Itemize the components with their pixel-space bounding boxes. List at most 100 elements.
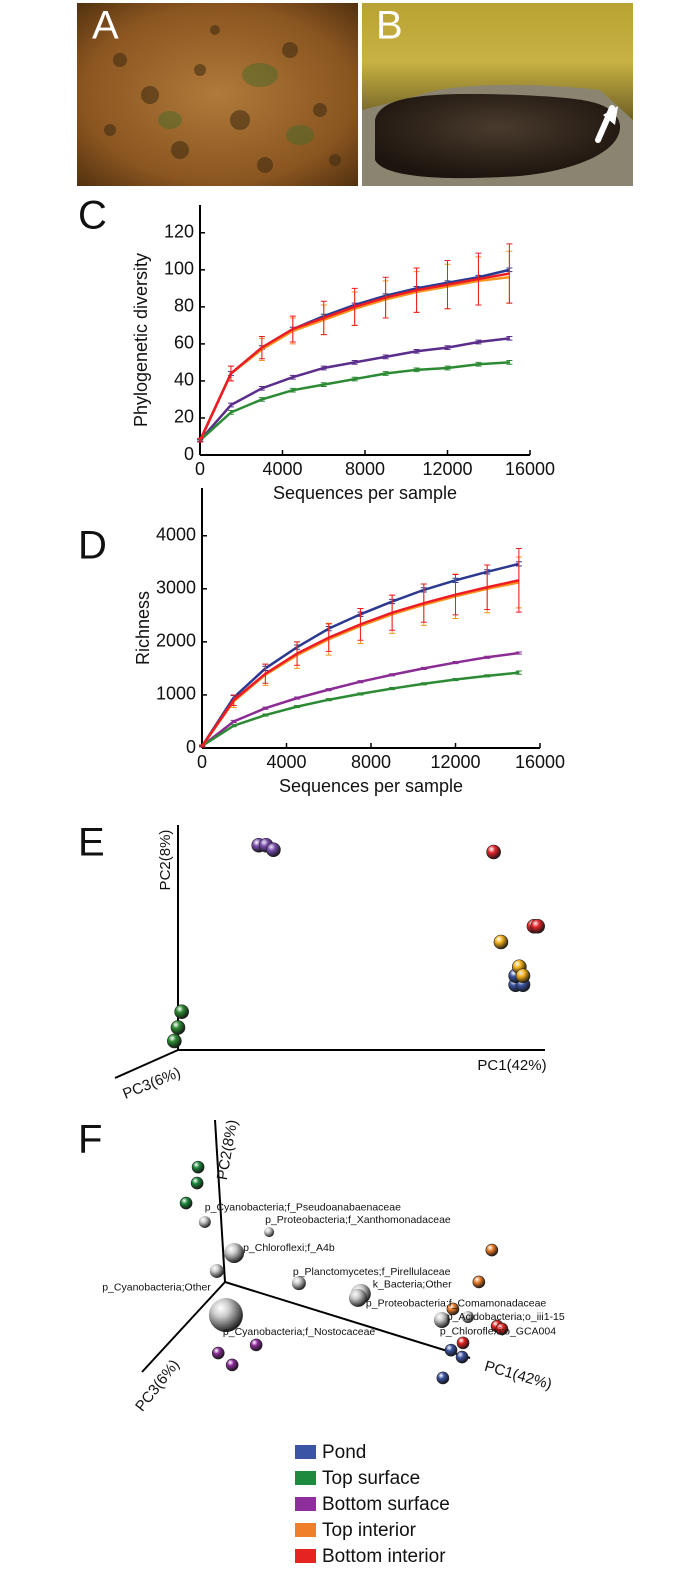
- y-tick-label: 20: [174, 407, 194, 427]
- error-bar: [325, 623, 332, 652]
- taxon-label: p_Chloroflexi;f_A4b: [243, 1242, 335, 1254]
- x-axis-label: Sequences per sample: [279, 776, 463, 796]
- taxon-sphere: [348, 1288, 367, 1307]
- photo-a: [77, 3, 358, 186]
- taxon-label: p_Cyanobacteria;f_Nostocaceae: [223, 1326, 376, 1338]
- error-bar: [420, 666, 427, 670]
- y-tick-label: 0: [184, 444, 194, 464]
- error-bar: [506, 243, 513, 304]
- sample-point: [493, 934, 509, 950]
- x-tick-label: 4000: [262, 459, 302, 479]
- taxon-label: p_Chloroflexi;o_GCA004: [440, 1326, 556, 1338]
- error-bar: [413, 348, 420, 354]
- error-bar: [357, 607, 364, 641]
- error-bar: [289, 315, 296, 343]
- error-bar: [230, 694, 237, 707]
- error-bar: [199, 744, 206, 748]
- sample-point: [446, 1302, 460, 1316]
- panel-label: D: [78, 524, 107, 568]
- y-axis-label: PC2(8%): [214, 1118, 241, 1181]
- error-bar: [357, 680, 364, 684]
- sample-point: [179, 1196, 193, 1210]
- taxon-sphere: [264, 1227, 275, 1238]
- y-tick-label: 120: [164, 222, 194, 242]
- x-axis-label: PC1(42%): [483, 1358, 554, 1393]
- error-bar: [320, 300, 327, 336]
- sample-point: [444, 1343, 458, 1357]
- photo-b: [362, 3, 633, 186]
- series-line: [199, 337, 510, 442]
- sample-point: [211, 1346, 225, 1360]
- sample-point: [455, 1350, 469, 1364]
- error-bar: [230, 724, 237, 728]
- taxon-sphere: [208, 1298, 243, 1333]
- error-bar: [484, 564, 491, 611]
- sample-point: [495, 1322, 509, 1336]
- z-axis: [114, 1049, 179, 1079]
- taxon-label: p_Proteobacteria;f_Comamonadaceae: [366, 1298, 547, 1310]
- error-bar: [258, 335, 265, 360]
- error-bar: [420, 583, 427, 623]
- x-tick-label: 12000: [430, 752, 480, 772]
- error-bar: [389, 673, 396, 677]
- x-tick-label: 0: [197, 752, 207, 772]
- error-bar: [382, 276, 389, 319]
- taxon-label: p_Cyanobacteria;f_Pseudoanabaenaceae: [205, 1202, 401, 1214]
- sample-point: [249, 1338, 263, 1352]
- x-axis-label: Sequences per sample: [273, 483, 457, 503]
- error-bar: [351, 360, 358, 365]
- error-bar: [484, 655, 491, 659]
- error-bar: [413, 367, 420, 373]
- error-bar: [413, 267, 420, 313]
- x-tick-label: 4000: [266, 752, 306, 772]
- error-bar: [484, 674, 491, 678]
- error-bar: [475, 252, 482, 306]
- y-tick-label: 0: [186, 737, 196, 757]
- error-bar: [262, 706, 269, 710]
- legend-label: Pond: [322, 1442, 366, 1463]
- error-bar: [289, 387, 296, 393]
- sample-point: [170, 1020, 186, 1035]
- photo-label: B: [376, 4, 403, 48]
- error-bar: [475, 339, 482, 345]
- error-bar: [197, 437, 204, 443]
- error-bar: [258, 397, 265, 402]
- sample-point: [436, 1371, 450, 1385]
- y-tick-label: 3000: [156, 578, 196, 598]
- error-bar: [258, 385, 265, 391]
- y-axis-label: Richness: [133, 591, 153, 665]
- error-bar: [389, 687, 396, 691]
- error-bar: [262, 663, 269, 684]
- legend-label: Bottom interior: [322, 1546, 446, 1567]
- taxon-label: k_Bacteria;Other: [373, 1279, 452, 1291]
- y-tick-label: 40: [174, 370, 194, 390]
- photo-label: A: [92, 4, 119, 48]
- error-bar: [382, 354, 389, 360]
- y-tick-label: 100: [164, 259, 194, 279]
- error-bar: [444, 365, 451, 371]
- z-axis: [141, 1281, 226, 1373]
- y-axis: [214, 1119, 226, 1283]
- x-tick-label: 8000: [345, 459, 385, 479]
- x-tick-label: 16000: [505, 459, 555, 479]
- taxon-sphere: [433, 1311, 450, 1328]
- error-bar: [515, 670, 522, 675]
- taxon-sphere: [224, 1242, 245, 1263]
- legend-swatch: [295, 1471, 316, 1485]
- sample-point: [456, 1336, 470, 1350]
- taxon-sphere: [291, 1276, 306, 1291]
- panel-label: F: [78, 1118, 102, 1162]
- error-bar: [506, 360, 513, 365]
- legend-swatch: [295, 1497, 316, 1511]
- error-bar: [320, 365, 327, 371]
- error-bar: [325, 698, 332, 702]
- error-bar: [357, 692, 364, 696]
- error-bar: [420, 682, 427, 686]
- error-bar: [444, 345, 451, 350]
- sample-point: [486, 844, 501, 860]
- error-bar: [294, 641, 301, 666]
- taxon-label: p_Cyanobacteria;Other: [102, 1282, 211, 1294]
- x-tick-label: 16000: [515, 752, 565, 772]
- x-axis: [224, 1281, 471, 1359]
